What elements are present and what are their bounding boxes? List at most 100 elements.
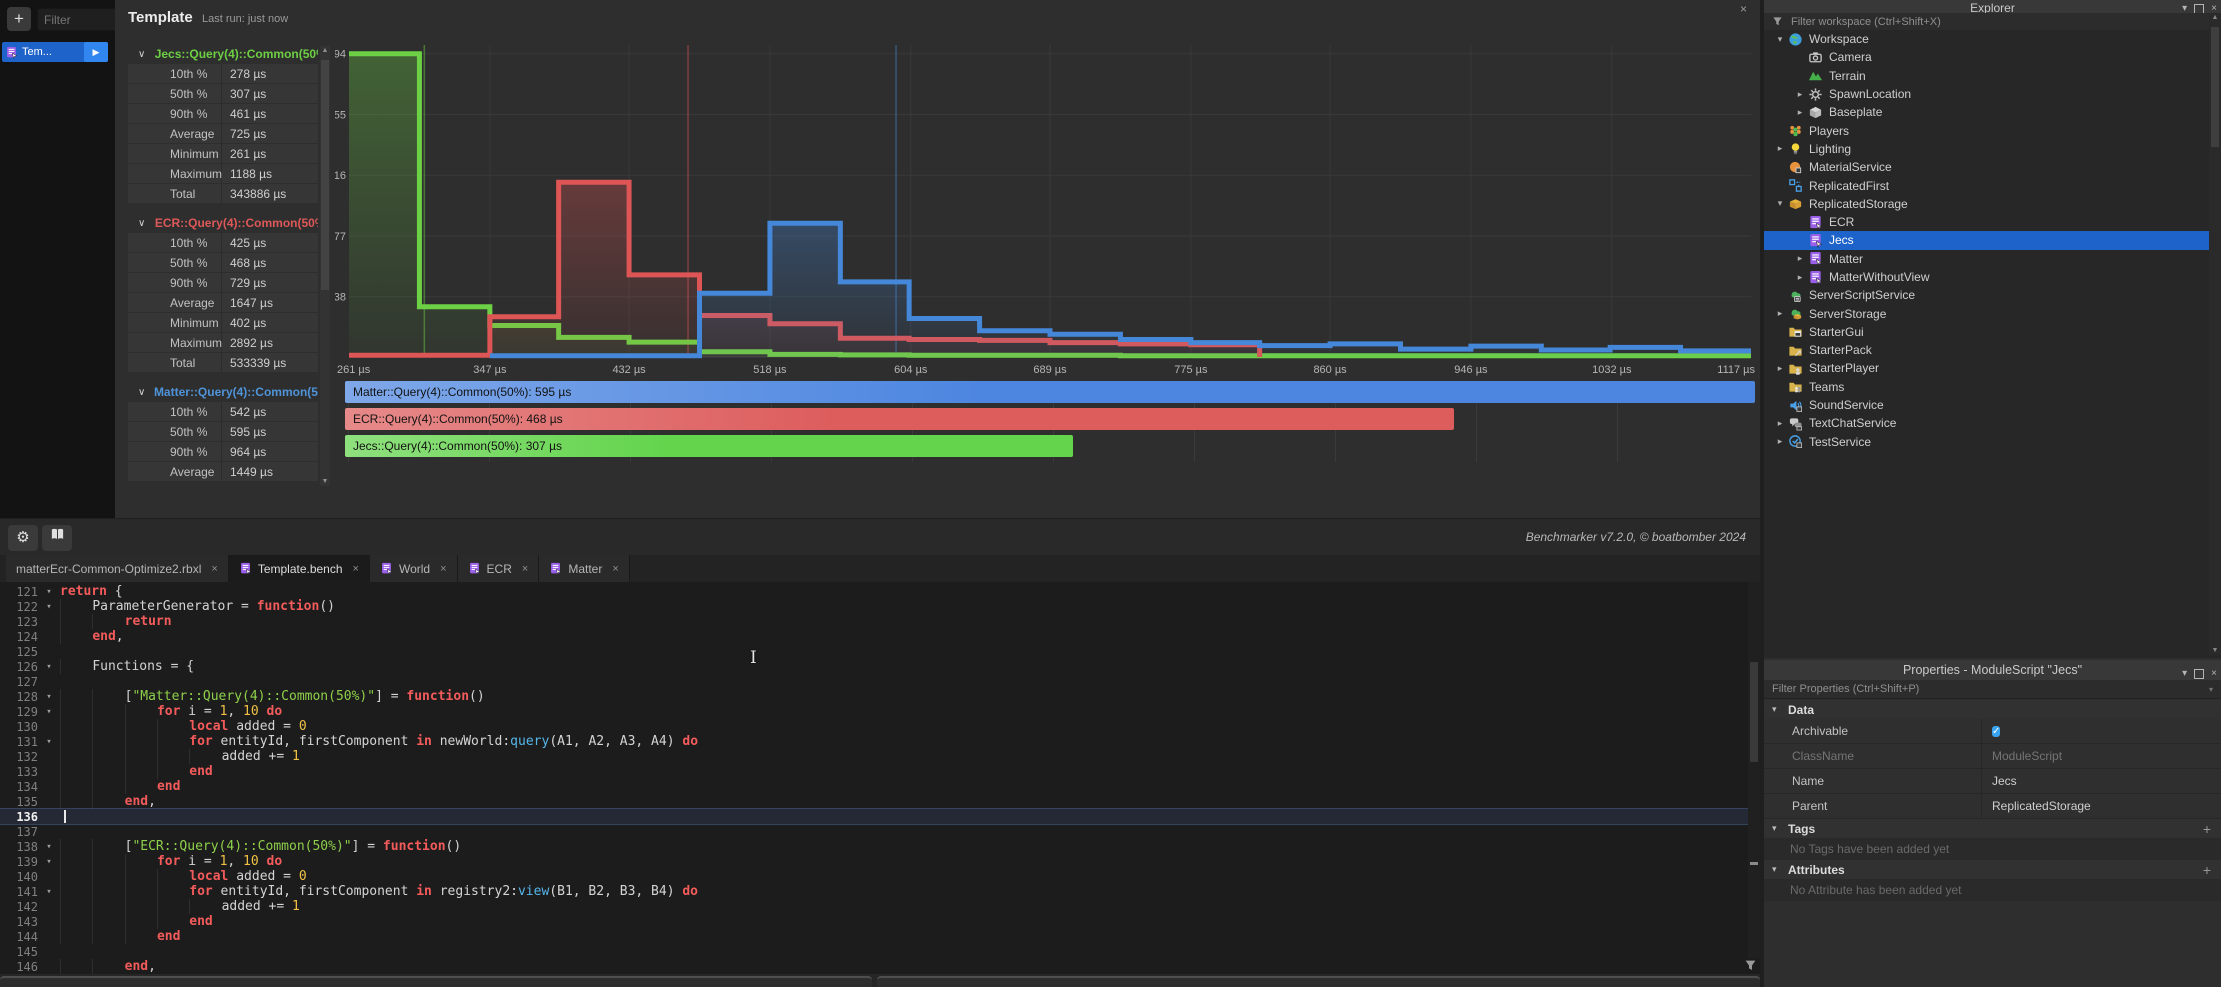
chevron-right-icon[interactable]: ▸ [1777,436,1783,447]
sidebar-item-camera[interactable]: Camera [1764,48,2221,66]
fold-arrow-icon[interactable]: ▾ [46,691,52,702]
scroll-up-icon[interactable]: ▲ [2211,14,2219,21]
chevron-right-icon[interactable]: ▸ [1797,271,1803,282]
property-section-data[interactable]: ▾ Data [1764,700,2221,719]
chevron-right-icon[interactable]: ▸ [1797,88,1803,99]
add-benchmark-button[interactable]: + [7,7,31,31]
sidebar-item-players[interactable]: Players [1764,121,2221,139]
bottom-panel-right[interactable] [877,976,1760,987]
stat-section-header[interactable]: ∨ Matter::Query(4)::Common(50%) [128,382,318,402]
editor-scrollbar[interactable] [1748,582,1760,958]
property-section-tags[interactable]: ▾ Tags + [1764,819,2221,838]
fold-arrow-icon[interactable]: ▾ [46,886,52,897]
property-section-attributes[interactable]: ▾ Attributes + [1764,860,2221,879]
sidebar-item-textchatservice[interactable]: ▸ TextChatService [1764,414,2221,432]
code-line[interactable]: 146 end, [0,959,1760,974]
add-tags-button[interactable]: + [2202,820,2211,837]
code-line[interactable]: 143 end [0,914,1760,929]
chevron-right-icon[interactable]: ▸ [1797,253,1803,264]
tab-ecr[interactable]: ECR × [457,555,540,582]
sidebar-item-testservice[interactable]: ▸ TestService [1764,433,2221,451]
tab-template-bench[interactable]: Template.bench × [228,555,370,582]
close-icon[interactable]: × [2211,3,2217,13]
sidebar-item-soundservice[interactable]: SoundService [1764,396,2221,414]
scrollbar-thumb[interactable] [2211,27,2219,147]
sidebar-item-starterplayer[interactable]: ▸ StarterPlayer [1764,359,2221,377]
sidebar-item-serverscriptservice[interactable]: ServerScriptService [1764,286,2221,304]
code-line[interactable]: 141 ▾ for entityId, firstComponent in reg… [0,884,1760,899]
sidebar-item-startergui[interactable]: StarterGui [1764,323,2221,341]
code-line[interactable]: 139 ▾ for i = 1, 10 do [0,854,1760,869]
fold-arrow-icon[interactable]: ▾ [46,841,52,852]
panel-divider[interactable] [1760,0,1764,987]
sidebar-item-jecs[interactable]: Jecs [1764,231,2221,250]
bottom-panel-left[interactable] [0,976,872,987]
code-line[interactable]: 122 ▾ ParameterGenerator = function() [0,599,1760,614]
close-icon[interactable]: × [612,562,619,575]
code-line[interactable]: 136 [0,809,1760,824]
sidebar-item-matter[interactable]: ▸ Matter [1764,250,2221,268]
code-line[interactable]: 123 return [0,614,1760,629]
chevron-down-icon[interactable]: ▾ [1777,33,1783,44]
code-line[interactable]: 126 ▾ Functions = { [0,659,1760,674]
code-line[interactable]: 137 [0,824,1760,839]
close-icon[interactable]: × [2211,668,2217,679]
sidebar-item-workspace[interactable]: ▾ Workspace [1764,30,2221,48]
explorer-scrollbar[interactable]: ▲ ▼ [2209,13,2221,655]
tab-matterecr-common-optimize2-rbxl[interactable]: matterEcr-Common-Optimize2.rbxl × [6,555,229,582]
close-icon[interactable]: × [1740,2,1748,16]
code-line[interactable]: 134 end [0,779,1760,794]
fold-arrow-icon[interactable]: ▾ [46,706,52,717]
code-line[interactable]: 144 end [0,929,1760,944]
chevron-right-icon[interactable]: ▸ [1777,143,1783,154]
fold-arrow-icon[interactable]: ▾ [46,601,52,612]
properties-filter[interactable]: Filter Properties (Ctrl+Shift+P) ▾ [1764,680,2221,699]
filter-icon[interactable] [1744,959,1757,975]
sidebar-item-serverstorage[interactable]: ▸ ServerStorage [1764,304,2221,322]
code-line[interactable]: 140 local added = 0 [0,869,1760,884]
close-icon[interactable]: × [211,562,218,575]
fold-arrow-icon[interactable]: ▾ [46,661,52,672]
chevron-right-icon[interactable]: ▸ [1777,417,1783,428]
scroll-down-icon[interactable]: ▼ [2211,647,2219,654]
settings-button[interactable]: ⚙ [8,525,38,551]
code-line[interactable]: 135 end, [0,794,1760,809]
chevron-down-icon[interactable]: ▾ [1777,198,1783,209]
code-line[interactable]: 124 end, [0,629,1760,644]
chevron-right-icon[interactable]: ▸ [1777,362,1783,373]
code-line[interactable]: 131 ▾ for entityId, firstComponent in new… [0,734,1760,749]
sidebar-item-replicatedfirst[interactable]: ReplicatedFirst [1764,176,2221,194]
sidebar-item-teams[interactable]: Teams [1764,378,2221,396]
scroll-up-icon[interactable]: ▲ [321,47,329,54]
add-attributes-button[interactable]: + [2202,861,2211,878]
chevron-down-icon[interactable]: ▾ [2182,668,2188,679]
checkbox-checked[interactable]: ✓ [1992,726,2001,737]
chevron-down-icon[interactable]: ▾ [2208,684,2213,694]
stat-section-header[interactable]: ∨ Jecs::Query(4)::Common(50%) [128,44,318,64]
tab-matter[interactable]: Matter × [539,555,630,582]
close-icon[interactable]: × [521,562,529,575]
stat-section-header[interactable]: ∨ ECR::Query(4)::Common(50%) [128,213,318,233]
fold-arrow-icon[interactable]: ▾ [46,586,52,597]
popout-icon[interactable] [2194,4,2205,13]
sidebar-item-materialservice[interactable]: MaterialService [1764,158,2221,176]
docs-button[interactable] [42,525,72,551]
sidebar-item-ecr[interactable]: ECR [1764,213,2221,231]
code-editor[interactable]: 121 ▾ return {122 ▾ ParameterGenerator = fu… [0,582,1760,974]
run-benchmark-button[interactable]: ▶ [84,42,108,62]
explorer-filter[interactable]: Filter workspace (Ctrl+Shift+X) ▾ [1764,13,2221,31]
code-line[interactable]: 121 ▾ return { [0,584,1760,599]
close-icon[interactable]: × [440,562,447,575]
chevron-down-icon[interactable]: ▾ [2182,3,2188,13]
popout-icon[interactable] [2194,669,2205,679]
chevron-right-icon[interactable]: ▸ [1797,106,1803,117]
sidebar-item-terrain[interactable]: Terrain [1764,67,2221,85]
code-line[interactable]: 129 ▾ for i = 1, 10 do [0,704,1760,719]
code-line[interactable]: 128 ▾ ["Matter::Query(4)::Common(50%)"] =… [0,689,1760,704]
close-icon[interactable]: × [352,562,359,575]
scroll-down-icon[interactable]: ▼ [321,478,329,485]
sidebar-item-baseplate[interactable]: ▸ Baseplate [1764,103,2221,121]
code-line[interactable]: 127 [0,674,1760,689]
property-value[interactable]: Jecs [1992,774,2017,788]
stats-scrollbar[interactable]: ▲ ▼ [320,46,330,486]
